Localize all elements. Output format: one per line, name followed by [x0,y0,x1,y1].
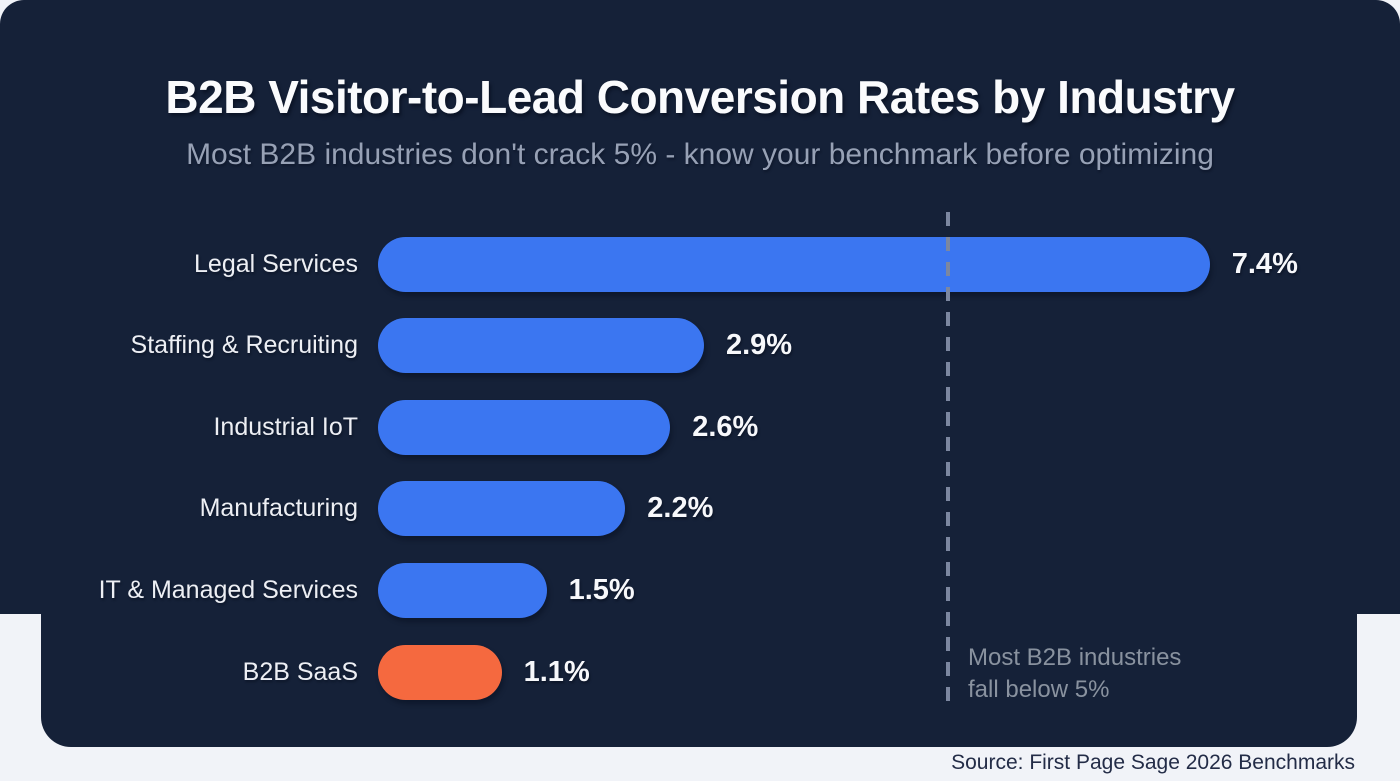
bar-value-label: 1.5% [568,573,635,606]
bar [378,562,547,618]
bar [378,236,1210,292]
reference-line-annotation: Most B2B industries fall below 5% [968,642,1181,706]
source-attribution: Source: First Page Sage 2026 Benchmarks [951,751,1355,774]
bar-value-label: 2.2% [647,492,714,525]
bar-category-label: IT & Managed Services [98,575,358,604]
chart-card-bottom [41,613,1357,747]
bar [378,644,502,700]
bar-value-label: 7.4% [1231,247,1298,280]
bar-category-label: Staffing & Recruiting [130,331,358,360]
bar-row: Industrial IoT 2.6% [0,399,1400,455]
annotation-line-1: Most B2B industries [968,644,1182,671]
bar [378,318,704,374]
bar [378,481,626,537]
chart-card-top [0,0,1400,614]
bar-category-label: B2B SaaS [242,657,358,686]
annotation-line-2: fall below 5% [968,676,1110,703]
chart-title: B2B Visitor-to-Lead Conversion Rates by … [165,71,1235,123]
five-percent-reference-line [946,212,950,704]
bar-value-label: 1.1% [523,655,590,688]
bar-value-label: 2.9% [725,329,793,362]
bar-category-label: Legal Services [194,249,358,278]
bar-row: IT & Managed Services 1.5% [0,562,1400,618]
bar-category-label: Industrial IoT [213,412,358,441]
bar-row: Manufacturing 2.2% [0,481,1400,537]
bar [378,399,671,455]
bar-category-label: Manufacturing [199,494,358,523]
bar-row: Legal Services 7.4% [0,236,1400,292]
chart-subtitle: Most B2B industries don't crack 5% - kno… [186,138,1214,171]
bar-value-label: 2.6% [692,410,759,443]
bar-row: Staffing & Recruiting 2.9% [0,318,1400,374]
bar-row: B2B SaaS 1.1% [0,644,1400,700]
